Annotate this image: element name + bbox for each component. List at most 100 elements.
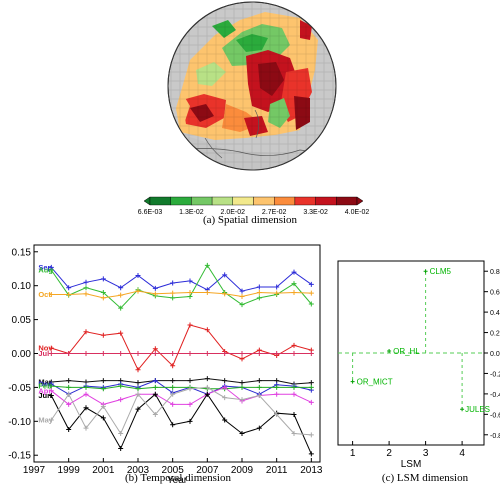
data-point	[204, 384, 210, 390]
data-point	[100, 289, 106, 295]
colorbar-bin	[315, 196, 337, 206]
series-line-mar	[51, 378, 312, 385]
x-tick-label: 2007	[196, 465, 219, 476]
data-point	[83, 405, 89, 411]
data-point	[135, 288, 141, 294]
data-point	[100, 386, 106, 392]
data-point	[100, 415, 106, 421]
data-point	[204, 351, 210, 356]
data-point	[222, 378, 228, 384]
data-point	[222, 351, 228, 356]
data-point	[308, 384, 314, 390]
series-label-oct: Oct	[38, 290, 51, 299]
data-point	[118, 383, 124, 389]
scatter-point	[423, 269, 428, 274]
colorbar-bin	[253, 196, 275, 206]
data-point	[274, 412, 280, 418]
caption-b: (b) Temporal dimension	[125, 472, 231, 484]
y-tick-label: -0.10	[8, 417, 31, 428]
data-point	[187, 278, 193, 284]
data-point	[308, 399, 314, 405]
data-point	[118, 397, 124, 403]
data-point	[135, 367, 141, 373]
data-point	[118, 292, 124, 298]
y-tick-label: 0.2	[490, 331, 500, 338]
data-point	[239, 384, 245, 390]
data-point	[187, 378, 193, 384]
y-tick-label: 0.05	[12, 315, 32, 326]
data-point	[291, 351, 297, 356]
colorbar-bin	[191, 196, 213, 206]
series-label-jun: Jun	[38, 391, 52, 400]
x-tick-label: 2013	[300, 465, 323, 476]
data-point	[274, 351, 280, 356]
data-point	[100, 378, 106, 384]
data-point	[48, 388, 54, 394]
data-point	[239, 380, 245, 386]
data-point	[274, 384, 280, 390]
series-line-feb	[51, 385, 312, 390]
y-tick-label: 0.10	[12, 281, 32, 292]
data-point	[239, 356, 245, 362]
point-label: CLM5	[430, 267, 452, 276]
y-tick-label: 0.4	[490, 310, 500, 317]
data-point	[152, 291, 158, 297]
point-label: JULES	[465, 405, 490, 414]
colorbar-bin	[211, 196, 234, 206]
data-point	[256, 295, 262, 301]
x-tick-label: 1997	[23, 465, 46, 476]
y-tick-label: -0.6	[490, 412, 500, 419]
data-point	[170, 391, 176, 397]
data-point	[170, 363, 176, 369]
data-point	[256, 384, 262, 390]
x-tick-label: 2	[386, 448, 392, 459]
y-tick-label: 0.6	[490, 290, 500, 297]
x-tick-label: 3	[423, 448, 429, 459]
data-point	[48, 267, 54, 273]
data-point	[83, 425, 89, 431]
data-point	[291, 289, 297, 295]
data-point	[256, 425, 262, 431]
data-point	[152, 285, 158, 291]
data-point	[66, 292, 72, 298]
data-point	[256, 351, 262, 356]
data-point	[83, 391, 89, 397]
data-point	[66, 401, 72, 407]
data-point	[170, 378, 176, 384]
data-point	[66, 351, 72, 356]
point-label: OR_MICT	[357, 378, 393, 387]
y-tick-label: 0.00	[12, 349, 32, 360]
data-point	[291, 281, 297, 287]
data-point	[152, 351, 158, 356]
series-label-sep: Sep	[38, 263, 52, 272]
y-tick-label: -0.4	[490, 392, 500, 399]
colorbar-tick-label: 2.0E-02	[221, 209, 246, 216]
data-point	[83, 285, 89, 291]
colorbar-tick-label: 4.0E-02	[345, 209, 370, 216]
data-point	[66, 378, 72, 384]
data-point	[170, 384, 176, 390]
data-point	[308, 351, 314, 356]
x-tick-label: 4	[459, 448, 465, 459]
data-point	[66, 426, 72, 432]
data-point	[48, 345, 54, 351]
data-point	[170, 422, 176, 428]
data-point	[170, 401, 176, 407]
colorbar-tick-label: 1.3E-02	[179, 209, 204, 216]
series-label-mar: Mar	[38, 377, 51, 386]
colorbar-arrow-left	[143, 196, 151, 206]
data-point	[48, 383, 54, 389]
data-point	[135, 351, 141, 356]
y-tick-label: -0.8	[490, 433, 500, 440]
series-line-may	[50, 386, 312, 436]
x-axis-label: LSM	[401, 459, 422, 470]
data-point	[187, 351, 193, 356]
data-point	[308, 432, 314, 438]
data-point	[291, 384, 297, 390]
data-point	[170, 351, 176, 356]
colorbar-bin	[336, 196, 358, 206]
y-tick-label: -0.2	[490, 371, 500, 378]
data-point	[152, 384, 158, 390]
data-point	[152, 412, 158, 418]
data-point	[48, 393, 54, 399]
